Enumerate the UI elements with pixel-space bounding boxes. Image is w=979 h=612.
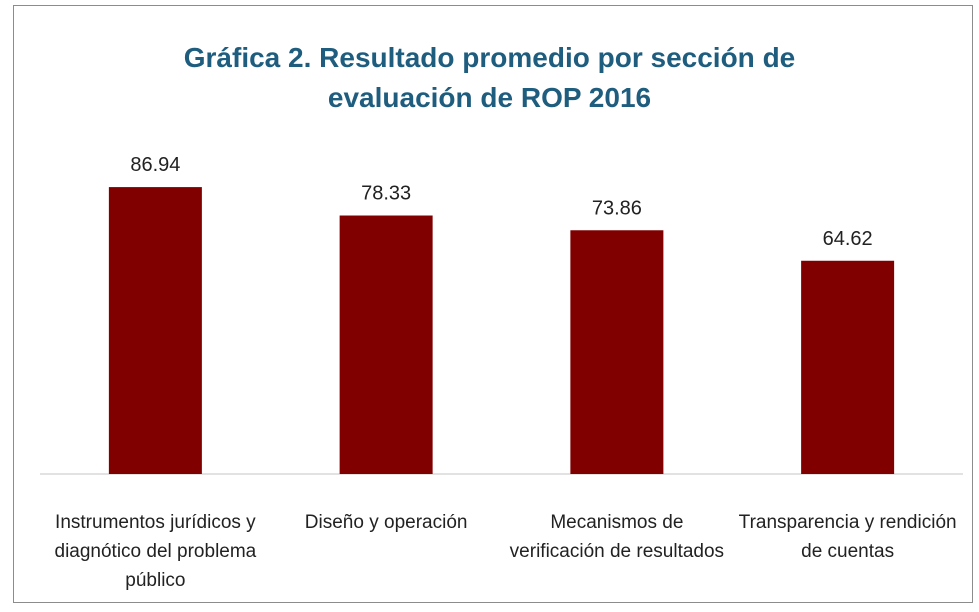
category-label: Transparencia y rendición de cuentas xyxy=(738,512,957,562)
category-label: Mecanismos de verificación de resultados xyxy=(509,512,725,562)
category-label: Instrumentos jurídicos y diagnótico del … xyxy=(54,512,257,591)
bar xyxy=(801,260,895,474)
data-label: 73.86 xyxy=(592,197,642,219)
title-box: Gráfica 2. Resultado promedio por secció… xyxy=(0,38,979,118)
bar xyxy=(339,215,433,475)
data-label: 86.94 xyxy=(130,154,180,176)
chart-frame xyxy=(13,5,973,603)
chart-title: Gráfica 2. Resultado promedio por secció… xyxy=(183,42,796,113)
bar xyxy=(108,187,202,474)
bar xyxy=(570,230,664,474)
category-label: Diseño y operación xyxy=(304,512,468,533)
data-label: 78.33 xyxy=(361,183,411,205)
data-label: 64.62 xyxy=(823,228,873,250)
